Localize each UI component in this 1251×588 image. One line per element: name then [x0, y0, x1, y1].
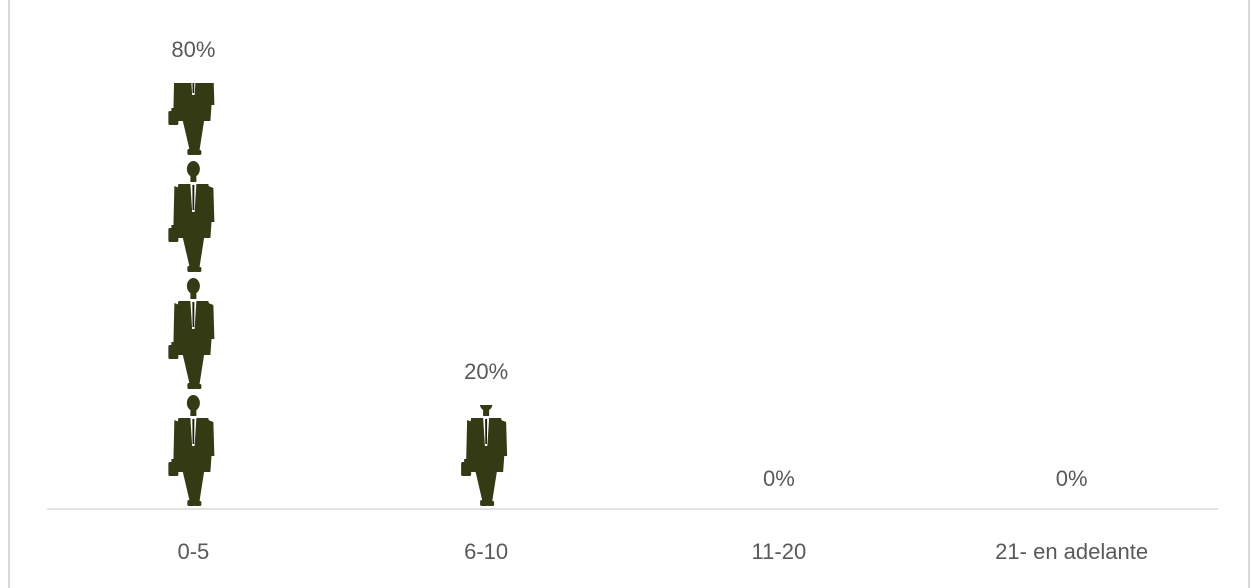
x-tick-label: 0-5 [177, 539, 209, 564]
marks-layer [168, 83, 508, 506]
businessman-walking-icon [168, 395, 215, 506]
businessman-walking-icon [461, 405, 508, 506]
labels-layer: 80% 0-5 20% 6-10 0% 11-20 0% 21- en adelante [171, 37, 1148, 564]
businessman-walking-icon [168, 161, 215, 272]
chart-left-border [8, 0, 10, 588]
x-tick-label: 11-20 [752, 539, 807, 564]
data-label: 80% [171, 37, 215, 62]
x-tick-label: 21- en adelante [995, 539, 1148, 564]
bar-6-10 [461, 405, 508, 506]
data-label: 20% [464, 359, 508, 384]
x-tick-label: 6-10 [464, 539, 508, 564]
data-label: 0% [1056, 466, 1088, 491]
bar-0-5 [168, 83, 215, 506]
chart-right-border [1248, 0, 1250, 588]
data-label: 0% [763, 466, 795, 491]
businessman-walking-icon [168, 278, 215, 389]
